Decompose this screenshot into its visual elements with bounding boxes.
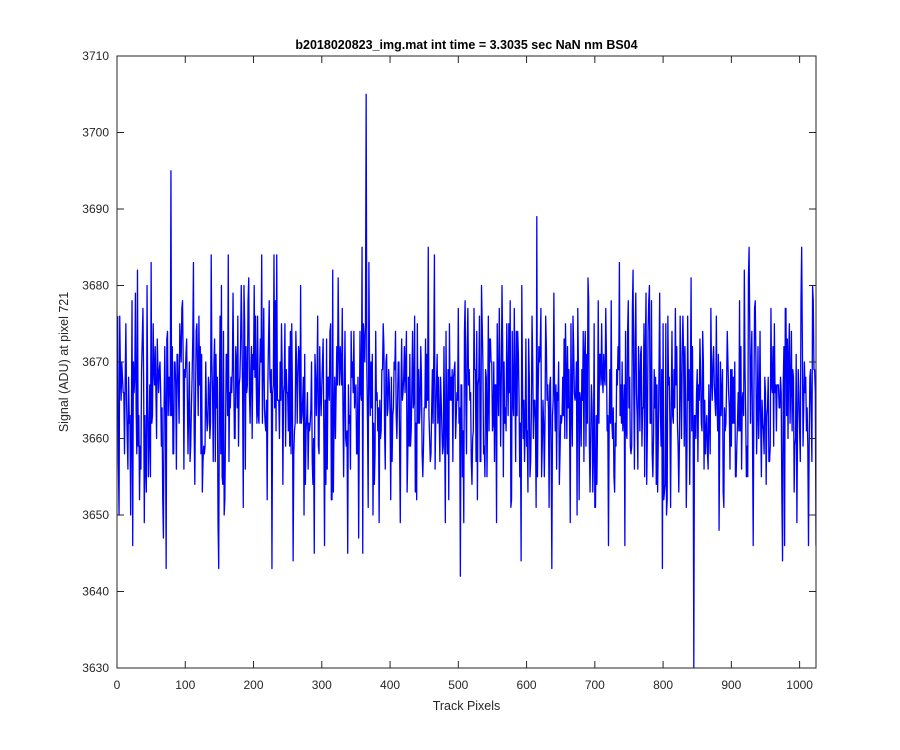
x-tick-label: 500: [448, 678, 468, 692]
x-tick-label: 900: [721, 678, 741, 692]
x-axis: 0 100 200 300 400 500 600 700 800 900 1000: [114, 56, 813, 692]
y-tick-label: 3690: [82, 202, 109, 216]
chart-title: b2018020823_img.mat int time = 3.3035 se…: [295, 38, 637, 52]
x-axis-title: Track Pixels: [433, 699, 501, 713]
x-tick-label: 700: [585, 678, 605, 692]
y-tick-label: 3710: [82, 49, 109, 63]
x-tick-label: 400: [380, 678, 400, 692]
y-tick-label: 3630: [82, 661, 109, 675]
x-tick-label: 100: [175, 678, 195, 692]
signal-line: [117, 93, 816, 668]
y-tick-label: 3700: [82, 126, 109, 140]
y-tick-label: 3670: [82, 355, 109, 369]
series-layer: [117, 93, 816, 668]
x-tick-label: 0: [114, 678, 121, 692]
x-tick-label: 1000: [786, 678, 813, 692]
x-tick-label: 200: [244, 678, 264, 692]
y-tick-label: 3680: [82, 279, 109, 293]
x-tick-label: 300: [312, 678, 332, 692]
y-tick-label: 3660: [82, 432, 109, 446]
x-tick-label: 800: [653, 678, 673, 692]
y-axis: 3630 3640 3650 3660 3670 3680 3690 3700 3710: [82, 49, 816, 675]
y-axis-title: Signal (ADU) at pixel 721: [57, 292, 71, 432]
y-tick-label: 3650: [82, 508, 109, 522]
y-tick-label: 3640: [82, 585, 109, 599]
x-tick-label: 600: [517, 678, 537, 692]
